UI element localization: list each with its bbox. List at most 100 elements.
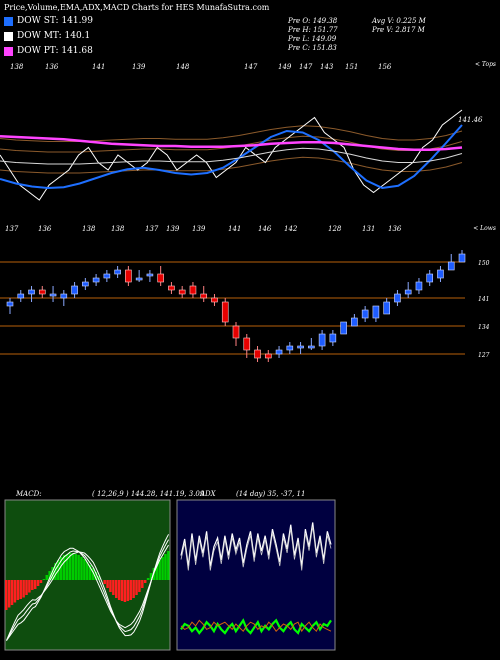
macd-histogram-bar — [22, 580, 25, 598]
candle-body — [6, 301, 14, 307]
macd-histogram-bar — [62, 555, 66, 580]
macd-histogram-bar — [42, 579, 46, 580]
top-label: 148 — [176, 63, 190, 71]
top-label: 138 — [10, 63, 24, 71]
macd-histogram-bar — [51, 567, 54, 580]
legend-swatch-pt — [4, 46, 13, 56]
top-label: 143 — [320, 63, 334, 71]
macd-histogram-bar — [74, 554, 77, 580]
price-value-label: 141.46 — [458, 116, 483, 124]
top-label: 141 — [92, 63, 105, 71]
corner-bottom-label: < Lows — [473, 225, 496, 232]
candle-body — [351, 317, 358, 327]
macd-histogram-bar — [115, 580, 118, 598]
price-level-label: 141 — [478, 296, 489, 303]
adx-series-line — [180, 522, 332, 567]
bottom-label: 136 — [38, 225, 52, 233]
macd-histogram-bar — [83, 559, 86, 580]
bottom-label: 139 — [166, 225, 180, 233]
macd-histogram-bar — [54, 563, 57, 580]
bottom-label: 131 — [362, 225, 375, 233]
candle-body — [404, 289, 412, 295]
macd-params: ( 12,26,9 ) 144.28, 141.19, 3.09 — [92, 490, 205, 498]
macd-histogram-bar — [109, 580, 112, 592]
top-label: 151 — [345, 63, 358, 71]
candle-body — [308, 345, 315, 349]
candle-body — [28, 289, 35, 295]
macd-signal-line — [5, 534, 169, 641]
macd-histogram-bar — [71, 553, 75, 580]
candle-body — [426, 273, 434, 283]
candle-body — [221, 301, 229, 323]
candle-body — [60, 293, 68, 299]
macd-histogram-bar — [164, 554, 167, 580]
macd-histogram-bar — [106, 580, 109, 588]
stat-avg-volume: Avg V: 0.225 M — [372, 17, 426, 25]
legend-label-st: DOW ST: 141.99 — [17, 16, 93, 26]
candle-body — [232, 325, 240, 339]
candle-body — [189, 285, 197, 295]
candle-body — [394, 293, 401, 303]
macd-histogram-bar — [60, 557, 63, 580]
candle-body — [297, 345, 304, 349]
candle-body — [49, 293, 57, 297]
macd-histogram-bar — [97, 576, 101, 580]
macd-histogram-bar — [77, 555, 80, 580]
corner-top-label: < Tops — [475, 61, 496, 68]
macd-histogram-bar — [143, 580, 147, 583]
ema-series-line — [0, 147, 463, 165]
candle-body — [114, 269, 121, 275]
legend-swatch-st — [4, 16, 13, 26]
candle-body — [103, 273, 111, 279]
price-level-label: 150 — [478, 260, 490, 267]
macd-histogram-bar — [155, 564, 159, 580]
macd-histogram-bar — [112, 580, 115, 595]
macd-histogram-bar — [141, 580, 144, 588]
legend-dow-st: DOW ST: 141.99 — [4, 16, 93, 26]
macd-histogram-bar — [86, 562, 89, 580]
macd-title: MACD: — [16, 490, 42, 498]
candle-body — [415, 281, 423, 291]
stat-prev-low: Pre L: 149.09 — [288, 35, 337, 43]
bottom-label: 141 — [228, 225, 241, 233]
macd-histogram-bar — [158, 560, 161, 580]
ema-series-line — [0, 135, 463, 151]
macd-histogram-bar — [16, 580, 20, 600]
macd-histogram-bar — [103, 580, 106, 584]
macd-histogram-bar — [132, 580, 135, 598]
macd-histogram-bar — [7, 580, 11, 608]
page-title: Price,Volume,EMA,ADX,MACD Charts for HES… — [4, 3, 270, 12]
legend-dow-pt: DOW PT: 141.68 — [4, 46, 93, 56]
macd-histogram-bar — [91, 568, 95, 580]
legend-dow-mt: DOW MT: 140.1 — [4, 31, 90, 41]
candle-body — [17, 293, 25, 299]
top-label: 147 — [299, 63, 313, 71]
legend-label-mt: DOW MT: 140.1 — [17, 31, 91, 41]
macd-histogram-bar — [25, 580, 28, 595]
bottom-label: 138 — [82, 225, 96, 233]
candle-body — [211, 297, 218, 303]
candle-body — [146, 273, 154, 277]
stat-prev-high: Pre H: 151.77 — [288, 26, 338, 34]
adx-series-line — [180, 619, 332, 633]
stat-prev-close: Pre C: 151.83 — [288, 44, 337, 52]
top-label: 156 — [378, 63, 392, 71]
adx-title: ADX — [200, 490, 216, 498]
top-label: 149 — [278, 63, 292, 71]
candle-body — [286, 345, 294, 351]
candle-body — [437, 269, 444, 279]
macd-histogram-bar — [48, 571, 51, 580]
top-label: 147 — [244, 63, 258, 71]
macd-histogram-bar — [117, 580, 121, 600]
candle-body — [243, 337, 251, 351]
candle-body — [125, 269, 132, 283]
macd-histogram-bar — [161, 557, 164, 580]
ema-series-line — [0, 124, 463, 190]
candle-body — [264, 353, 272, 359]
candle-body — [135, 277, 143, 281]
candle-body — [275, 349, 283, 355]
candle-body — [361, 309, 369, 319]
macd-histogram-bar — [94, 572, 98, 580]
price-level-label: 134 — [478, 324, 490, 331]
